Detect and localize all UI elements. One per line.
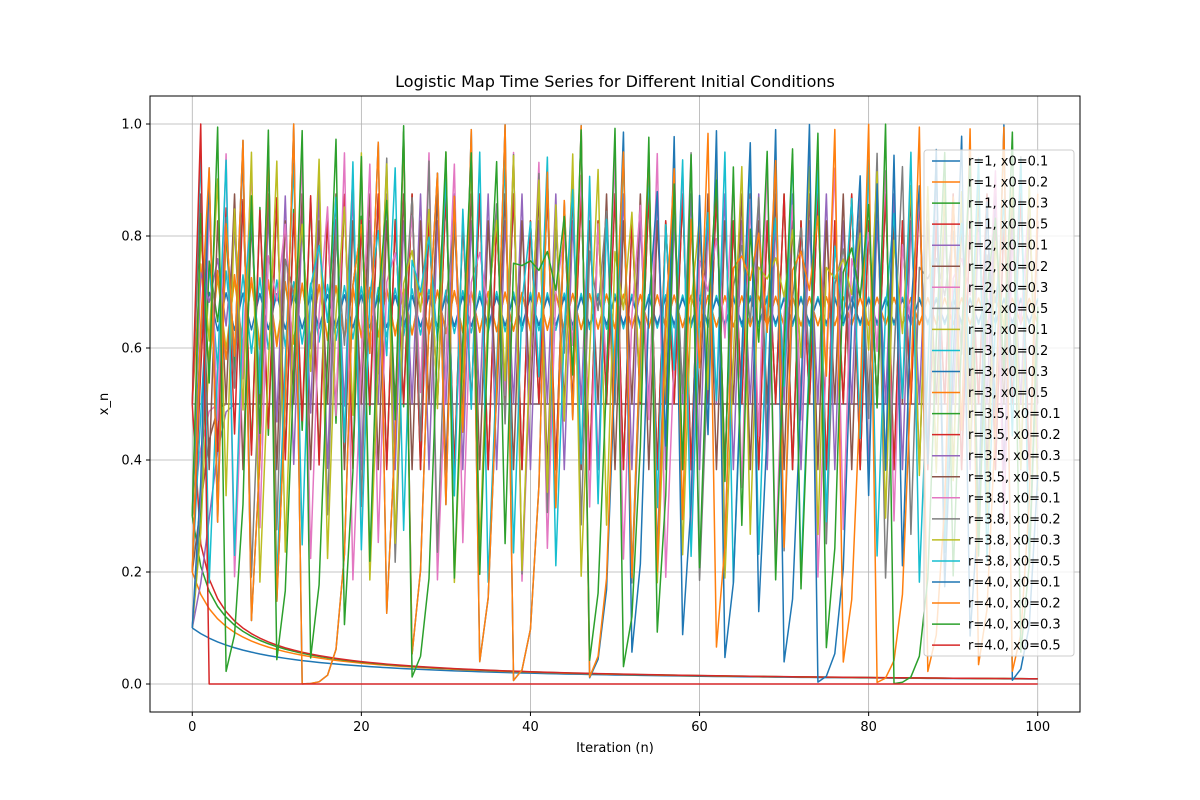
legend-label: r=3.8, x0=0.2 xyxy=(968,512,1061,527)
legend-label: r=1, x0=0.2 xyxy=(968,176,1048,191)
legend-label: r=4.0, x0=0.1 xyxy=(968,576,1061,591)
legend-label: r=3.5, x0=0.5 xyxy=(968,470,1061,485)
legend: r=1, x0=0.1 r=1, x0=0.2 r=1, x0=0.3 r=1, x0… xyxy=(923,149,1075,657)
y-tick-label: 0.0 xyxy=(121,678,142,693)
x-tick-label: 20 xyxy=(353,720,370,735)
y-tick-label: 1.0 xyxy=(121,118,142,133)
legend-label: r=1, x0=0.3 xyxy=(968,197,1048,212)
series-line xyxy=(191,123,1039,685)
legend-label: r=3.5, x0=0.3 xyxy=(968,449,1061,464)
series-lines xyxy=(191,123,1039,685)
legend-label: r=2, x0=0.1 xyxy=(968,239,1048,254)
x-tick-label: 100 xyxy=(1025,720,1050,735)
legend-label: r=2, x0=0.5 xyxy=(968,302,1048,317)
y-axis-label: x_n xyxy=(97,393,112,415)
legend-label: r=3.5, x0=0.2 xyxy=(968,428,1061,443)
legend-label: r=1, x0=0.5 xyxy=(968,218,1048,233)
y-tick-label: 0.8 xyxy=(121,230,142,245)
x-tick-label: 40 xyxy=(522,720,539,735)
y-tick-label: 0.2 xyxy=(121,566,142,581)
x-tick-label: 60 xyxy=(691,720,708,735)
legend-label: r=4.0, x0=0.2 xyxy=(968,597,1061,612)
series-line xyxy=(191,123,1038,685)
legend-label: r=3, x0=0.2 xyxy=(968,344,1048,359)
legend-label: r=3.8, x0=0.3 xyxy=(968,533,1061,548)
legend-frame xyxy=(923,149,1075,657)
legend-label: r=3.8, x0=0.1 xyxy=(968,491,1061,506)
series-line xyxy=(191,123,1039,685)
legend-label: r=3, x0=0.3 xyxy=(968,365,1048,380)
legend-label: r=3.5, x0=0.1 xyxy=(968,407,1061,422)
x-tick-label: 0 xyxy=(188,720,196,735)
legend-label: r=3, x0=0.5 xyxy=(968,386,1048,401)
legend-label: r=4.0, x0=0.5 xyxy=(968,639,1061,654)
legend-label: r=3, x0=0.1 xyxy=(968,323,1048,338)
legend-label: r=4.0, x0=0.3 xyxy=(968,618,1061,633)
legend-label: r=2, x0=0.2 xyxy=(968,260,1048,275)
legend-label: r=1, x0=0.1 xyxy=(968,155,1048,170)
chart-title: Logistic Map Time Series for Different I… xyxy=(395,72,835,91)
x-axis-label: Iteration (n) xyxy=(576,741,654,756)
plot-frame xyxy=(149,95,1081,713)
x-tick-label: 80 xyxy=(860,720,877,735)
y-tick-label: 0.6 xyxy=(121,342,142,357)
x-axis: 0 20 40 60 80 100 xyxy=(188,712,1050,735)
y-axis: 0.0 0.2 0.4 0.6 0.8 1.0 xyxy=(121,118,150,693)
legend-label: r=2, x0=0.3 xyxy=(968,281,1048,296)
legend-label: r=3.8, x0=0.5 xyxy=(968,554,1061,569)
y-tick-label: 0.4 xyxy=(121,454,142,469)
